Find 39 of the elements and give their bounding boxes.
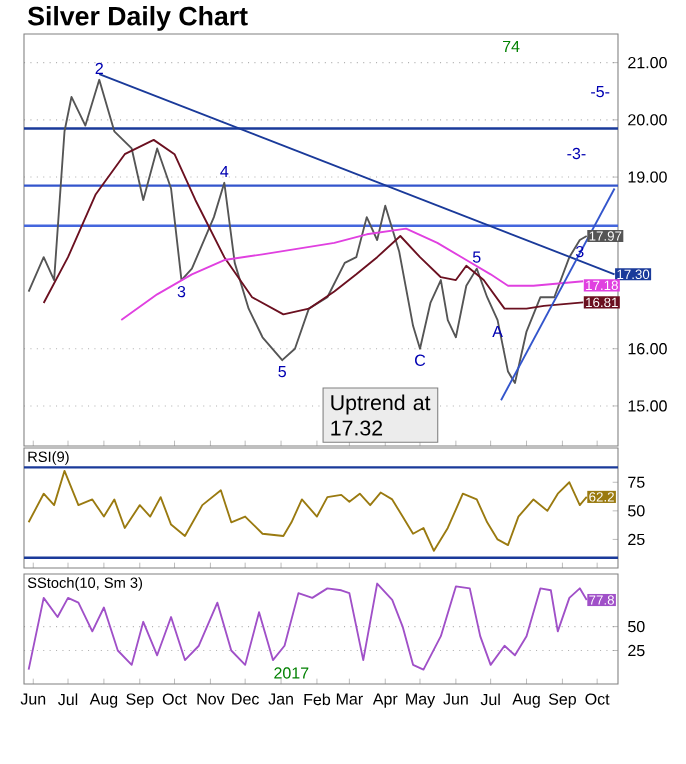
x-tick-label: Aug — [89, 693, 118, 708]
x-tick-label: Aug — [512, 693, 540, 708]
y-tick-label: 50 — [628, 505, 645, 517]
annotation: 4 — [220, 165, 229, 177]
x-tick-label: Jul — [58, 693, 78, 706]
y-tick-label: 20.00 — [628, 114, 667, 126]
annotation: 2017 — [274, 667, 309, 679]
x-tick-label: Nov — [197, 693, 225, 705]
y-tick-label: 25 — [628, 533, 645, 546]
chart-title: Silver Daily Chart — [27, 5, 248, 31]
annotation: 5 — [472, 251, 481, 263]
x-tick-label: Apr — [372, 693, 398, 708]
annotation: 74 — [503, 40, 520, 52]
x-tick-label: Jan — [268, 693, 293, 705]
annotation: 5 — [278, 366, 286, 378]
annotation: 3 — [177, 285, 186, 298]
annotation: Uptrend at 17.32 — [331, 394, 431, 436]
y-tick-label: 21.00 — [628, 56, 667, 69]
y-tick-label: 19.00 — [628, 171, 667, 183]
annotation: -3- — [567, 147, 586, 160]
x-tick-label: Oct — [162, 693, 187, 705]
y-tick-label: 16.00 — [628, 343, 667, 355]
x-tick-label: Feb — [304, 693, 331, 706]
x-tick-label: Mar — [336, 693, 363, 705]
y-tick-label: 25 — [628, 644, 645, 657]
annotation: -5- — [591, 86, 610, 98]
x-tick-label: Jul — [480, 693, 500, 706]
annotation: 2 — [95, 62, 103, 74]
x-tick-label: Oct — [585, 693, 610, 705]
annotation: C — [415, 354, 426, 366]
x-tick-label: Sep — [126, 693, 154, 708]
y-tick-label: 15.00 — [628, 400, 667, 412]
y-tick-label: 75 — [628, 476, 645, 488]
x-tick-label: May — [406, 693, 436, 708]
x-tick-label: Sep — [548, 693, 576, 708]
x-tick-label: Dec — [232, 693, 259, 705]
y-tick-label: 50 — [628, 620, 645, 633]
x-tick-label: Jun — [20, 693, 46, 705]
x-tick-label: Jun — [443, 693, 468, 705]
